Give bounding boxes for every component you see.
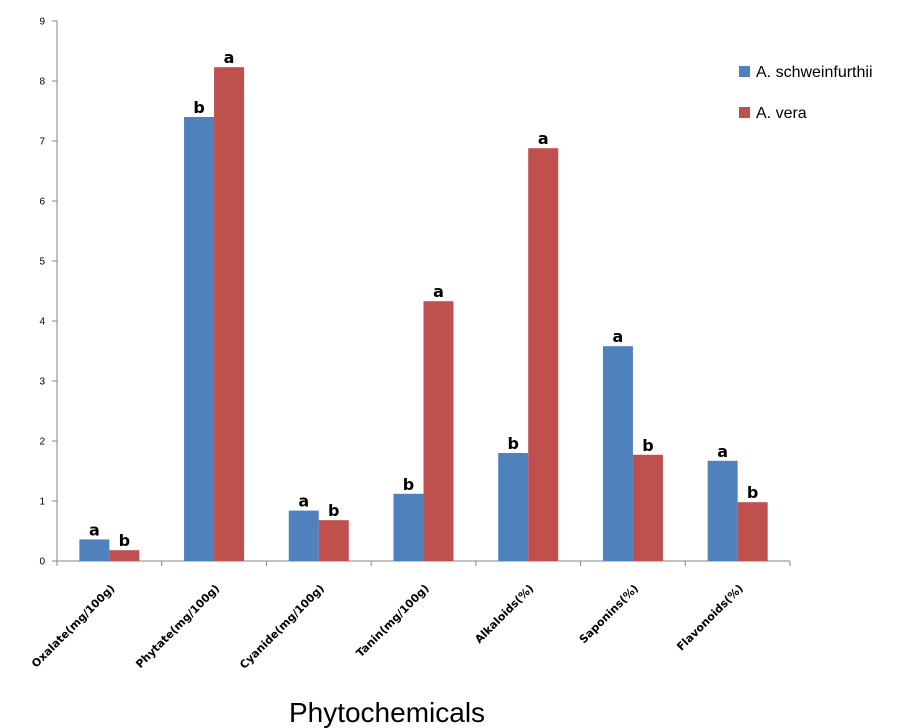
bar <box>737 502 768 561</box>
data-label: a <box>717 442 728 461</box>
data-label: a <box>613 327 624 346</box>
data-label: a <box>538 129 549 148</box>
data-label: b <box>642 436 653 455</box>
data-label: b <box>193 98 204 117</box>
data-label: a <box>224 48 235 67</box>
legend-label: A. vera <box>756 105 807 122</box>
legend-swatch <box>739 107 750 118</box>
x-tick-label: Tanin(mg/100g) <box>354 582 432 660</box>
data-label: b <box>747 483 758 502</box>
data-label: a <box>298 492 309 511</box>
x-tick-label: Saponins(%) <box>577 582 641 646</box>
x-tick-label: Cyanide(mg/100g) <box>237 582 327 672</box>
data-label: b <box>119 531 130 550</box>
y-tick-label: 6 <box>39 197 45 208</box>
bar <box>707 460 738 561</box>
data-label: b <box>328 501 339 520</box>
data-label: b <box>403 475 414 494</box>
legend-swatch <box>739 66 750 77</box>
bar <box>393 493 424 561</box>
y-tick-label: 3 <box>39 377 45 388</box>
bar <box>79 539 110 561</box>
x-tick-label: Oxalate(mg/100g) <box>29 582 117 670</box>
y-tick-label: 9 <box>39 17 45 28</box>
data-label: a <box>89 520 100 539</box>
x-tick-label: Alkaloids(%) <box>472 582 536 646</box>
y-tick-label: 7 <box>39 137 45 148</box>
bar <box>288 510 319 561</box>
bar <box>423 301 454 561</box>
bar <box>602 346 633 561</box>
y-tick-label: 2 <box>39 437 45 448</box>
x-tick-label: Phytate(mg/100g) <box>133 582 222 671</box>
axes: 0 1 2 3 4 5 6 7 8 9 Oxalate(mg/100g) Phytate(mg/100… <box>29 17 791 672</box>
y-tick-label: 4 <box>39 317 45 328</box>
bar <box>632 454 663 561</box>
bars <box>79 67 768 561</box>
y-tick-label: 5 <box>39 257 45 268</box>
legend-label: A. schweinfurthii <box>756 64 873 81</box>
y-tick-label: 8 <box>39 77 45 88</box>
x-axis-title: Phytochemicals <box>289 697 485 728</box>
bar <box>318 520 349 561</box>
data-label: a <box>433 282 444 301</box>
bar <box>109 550 140 561</box>
bar <box>528 148 559 561</box>
data-label: b <box>507 434 518 453</box>
x-tick-label: Flavonoids(%) <box>674 582 745 653</box>
bar <box>498 453 529 561</box>
bar <box>184 117 215 561</box>
y-tick-label: 1 <box>39 497 45 508</box>
y-tick-label: 0 <box>39 557 45 568</box>
bar <box>214 67 245 561</box>
legend: A. schweinfurthii A. vera <box>739 64 873 122</box>
